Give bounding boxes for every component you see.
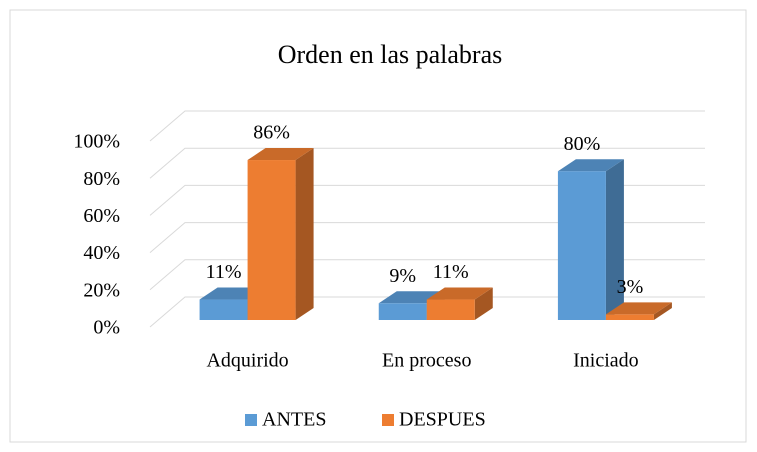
bar-top — [426, 287, 493, 300]
y-tick-label: 80% — [83, 168, 120, 190]
bar-front — [199, 299, 248, 320]
y-tick-label: 60% — [83, 205, 120, 227]
y-tick-label: 0% — [93, 317, 120, 339]
legend-swatch — [245, 414, 257, 426]
grid-line — [149, 110, 705, 142]
grid-line — [149, 184, 705, 216]
bar-front — [378, 303, 427, 320]
bar-front — [426, 299, 475, 320]
grid-line — [149, 296, 705, 328]
bar — [426, 287, 493, 320]
data-label: 11% — [433, 261, 469, 283]
y-tick-label: 20% — [83, 279, 120, 301]
chart-title: Orden en las palabras — [278, 40, 503, 69]
y-tick-label: 100% — [73, 131, 120, 153]
bar-front — [247, 160, 296, 320]
y-tick-label: 40% — [83, 242, 120, 264]
bar-top — [605, 302, 672, 315]
x-tick-label: En proceso — [382, 350, 471, 372]
legend-label: DESPUES — [399, 409, 486, 431]
bar-side — [605, 159, 624, 320]
x-tick-label: Adquirido — [206, 350, 288, 372]
data-label: 86% — [253, 122, 290, 144]
bar-front — [557, 171, 606, 320]
grid-line — [149, 259, 705, 291]
bar — [557, 159, 624, 320]
bar — [605, 302, 672, 320]
bar-side — [653, 302, 672, 320]
legend-swatch — [382, 414, 394, 426]
chart-border — [9, 9, 747, 443]
bar-side — [295, 148, 314, 320]
data-label: 11% — [206, 261, 242, 283]
grid-line — [149, 147, 705, 179]
data-label: 9% — [389, 265, 416, 287]
grid-line — [149, 222, 705, 253]
data-label: 80% — [564, 133, 601, 155]
legend-label: ANTES — [262, 409, 326, 431]
x-tick-label: Iniciado — [573, 350, 639, 372]
bar-front — [605, 314, 654, 320]
bar-top — [247, 148, 314, 161]
data-label: 3% — [617, 276, 644, 298]
bar-top — [557, 159, 624, 172]
bar — [247, 148, 314, 320]
bar-side — [474, 287, 493, 320]
